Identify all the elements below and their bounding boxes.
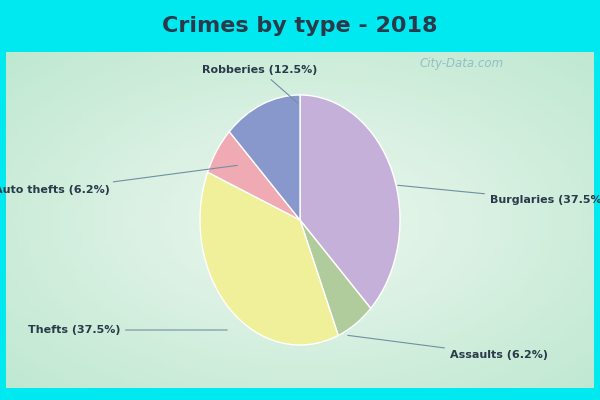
- Wedge shape: [300, 95, 400, 308]
- Text: Crimes by type - 2018: Crimes by type - 2018: [162, 16, 438, 36]
- Text: Robberies (12.5%): Robberies (12.5%): [202, 65, 317, 103]
- Wedge shape: [229, 95, 300, 220]
- Wedge shape: [200, 172, 338, 345]
- Wedge shape: [208, 132, 300, 220]
- Wedge shape: [300, 220, 371, 336]
- Text: Burglaries (37.5%): Burglaries (37.5%): [398, 185, 600, 205]
- Text: Thefts (37.5%): Thefts (37.5%): [28, 325, 227, 335]
- Text: City-Data.com: City-Data.com: [420, 58, 504, 70]
- Text: Assaults (6.2%): Assaults (6.2%): [348, 335, 548, 360]
- Text: Auto thefts (6.2%): Auto thefts (6.2%): [0, 165, 237, 195]
